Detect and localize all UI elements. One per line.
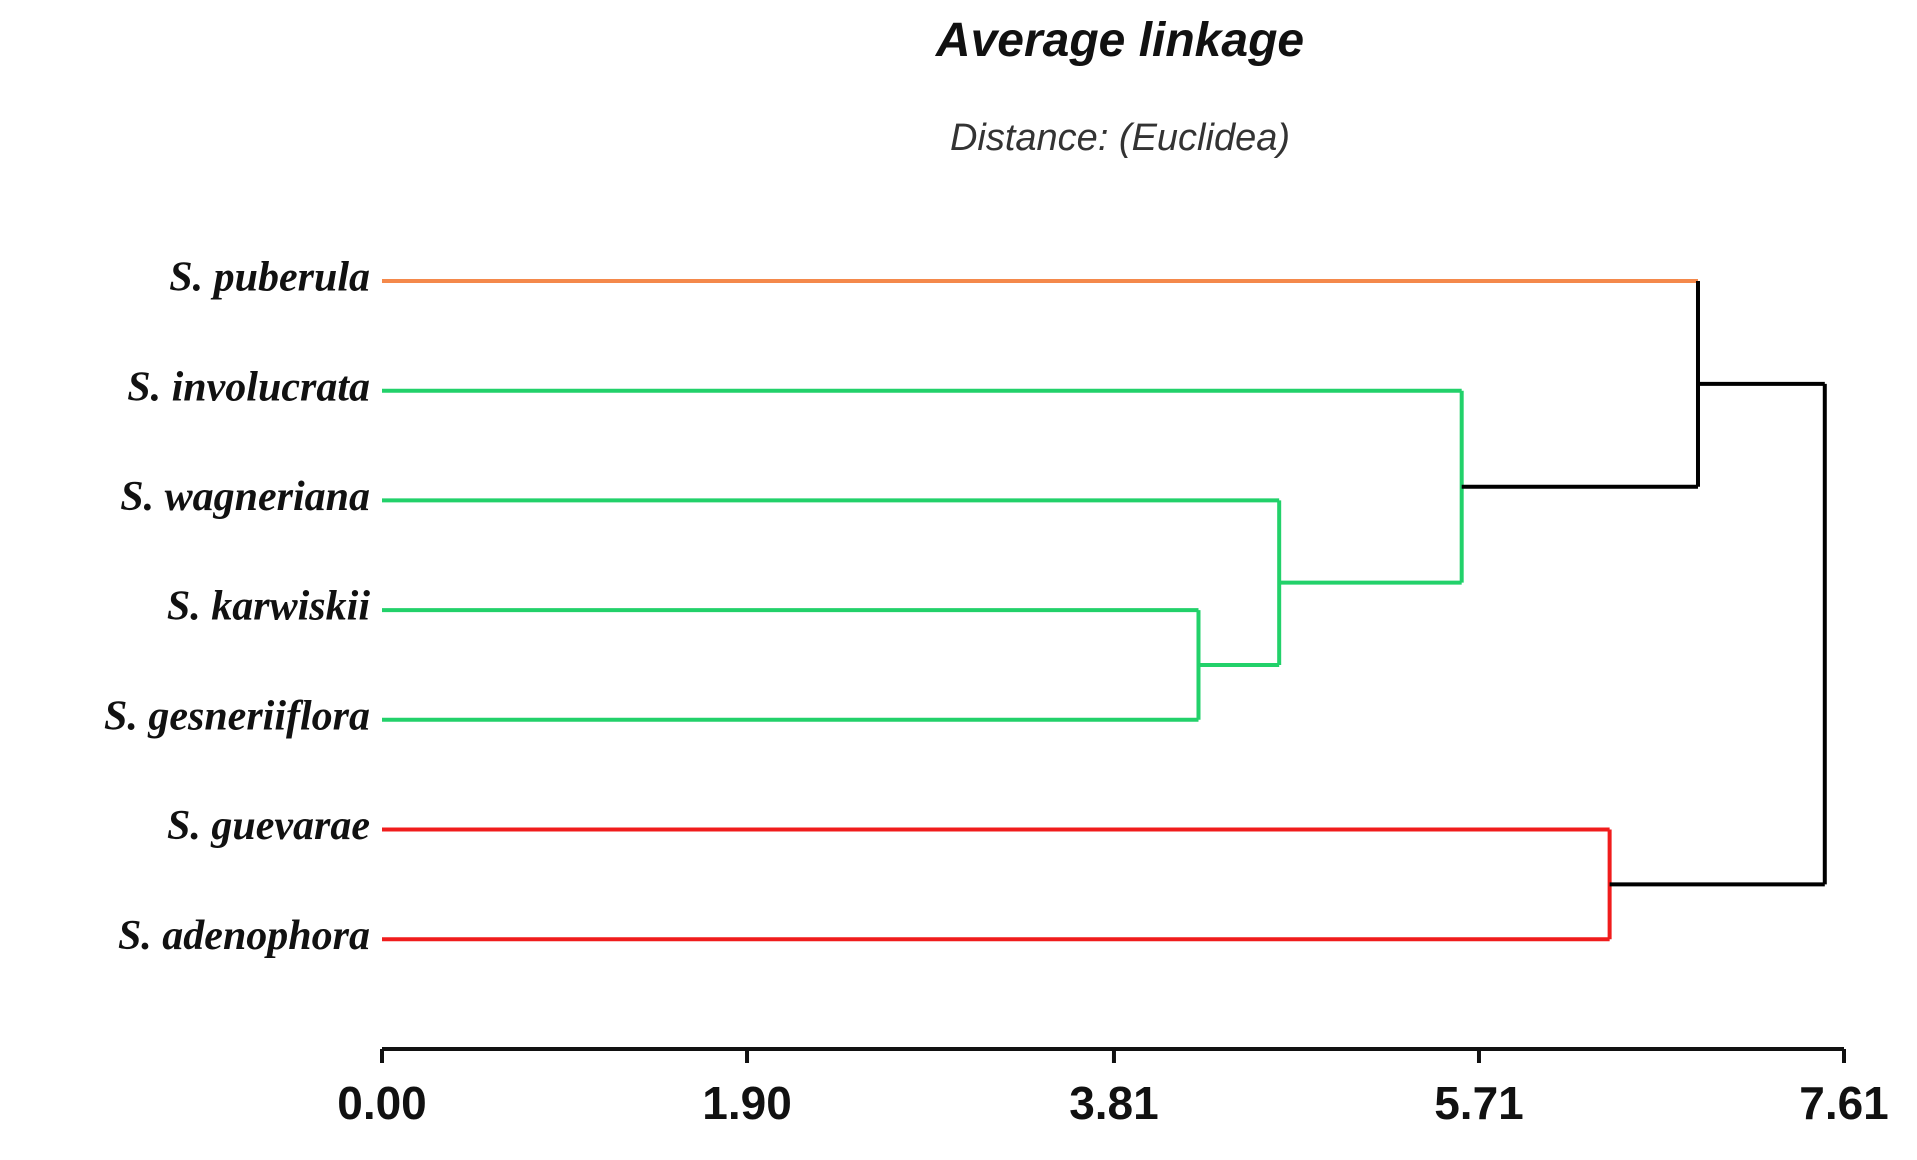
x-tick-label: 7.61 — [1799, 1077, 1889, 1129]
leaf-label: S. karwiskii — [167, 584, 370, 630]
x-tick-label: 1.90 — [702, 1077, 792, 1129]
leaf-label: S. guevarae — [167, 803, 370, 849]
chart-title: Average linkage — [935, 14, 1304, 67]
leaf-label: S. involucrata — [127, 364, 370, 410]
x-tick-label: 5.71 — [1434, 1077, 1524, 1129]
chart-subtitle: Distance: (Euclidea) — [950, 117, 1290, 159]
x-tick-label: 0.00 — [337, 1077, 427, 1129]
leaf-label: S. adenophora — [118, 913, 370, 959]
x-tick-label: 3.81 — [1069, 1077, 1159, 1129]
leaf-label: S. wagneriana — [120, 474, 370, 520]
leaf-label: S. puberula — [169, 255, 370, 301]
leaf-label: S. gesneriiflora — [104, 693, 370, 739]
